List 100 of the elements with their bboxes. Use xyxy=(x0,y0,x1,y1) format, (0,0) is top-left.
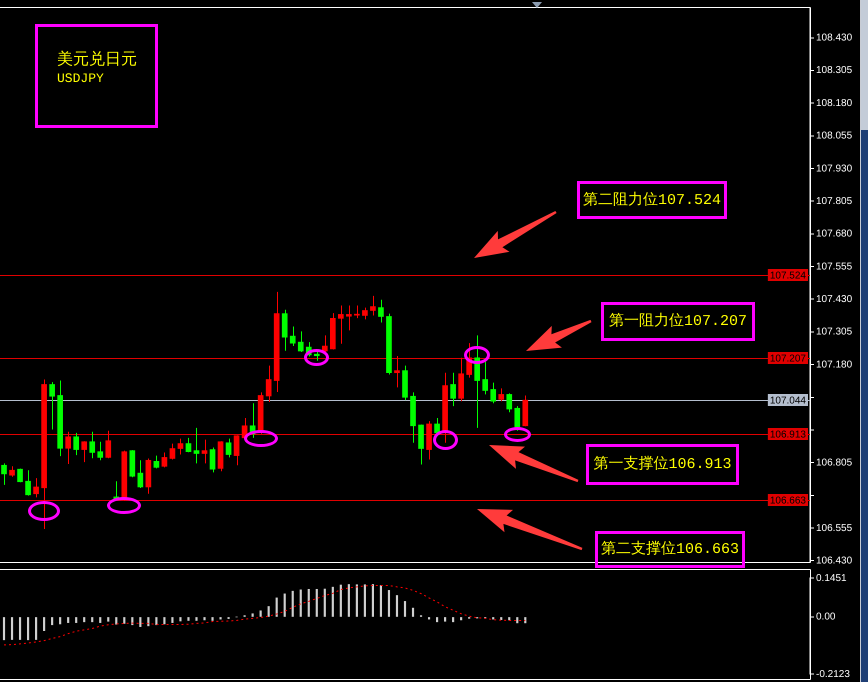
bar xyxy=(35,617,38,640)
candlestick xyxy=(498,388,504,402)
candlestick xyxy=(482,361,488,395)
candlestick xyxy=(322,334,328,353)
bar xyxy=(516,617,518,624)
bar xyxy=(396,595,398,617)
bar xyxy=(300,590,302,617)
bar xyxy=(171,617,174,623)
y-tick-label: 108.180 xyxy=(816,98,853,109)
bar xyxy=(139,617,142,627)
bar xyxy=(67,617,70,623)
candlestick xyxy=(25,470,31,496)
candlestick xyxy=(194,427,200,464)
bar xyxy=(18,617,22,640)
candlestick xyxy=(97,441,104,461)
bar xyxy=(123,617,126,624)
bar xyxy=(43,617,46,632)
bar xyxy=(436,617,438,622)
y-tick-label: 107.930 xyxy=(816,163,853,174)
y-tick-label: 108.430 xyxy=(816,32,853,44)
candlestick xyxy=(162,452,168,468)
bar xyxy=(252,613,254,617)
bar xyxy=(292,590,294,617)
ref-line-label: 107.524 xyxy=(770,270,806,282)
bar xyxy=(500,617,502,620)
ref-line-label: 107.207 xyxy=(770,353,806,364)
candlestick xyxy=(514,406,520,432)
bar xyxy=(380,585,382,617)
bar xyxy=(107,617,110,622)
bar xyxy=(179,617,182,622)
candlestick xyxy=(346,305,352,331)
bar xyxy=(348,584,350,617)
y-tick-label: 107.805 xyxy=(816,196,853,207)
bar xyxy=(59,617,62,624)
candlestick xyxy=(17,468,23,483)
candlestick xyxy=(202,439,208,464)
bar xyxy=(115,617,118,625)
y-tick-label: -0.2123 xyxy=(816,668,850,680)
bar xyxy=(524,617,526,624)
bar xyxy=(332,586,334,617)
bar xyxy=(2,617,6,640)
bar xyxy=(356,584,358,617)
y-tick-label: 106.805 xyxy=(816,457,853,468)
bar xyxy=(203,617,206,620)
annotation: 第二支撑位106.663 xyxy=(601,541,740,558)
candlestick xyxy=(290,326,296,347)
bar xyxy=(75,617,78,623)
bar xyxy=(195,617,198,621)
bar xyxy=(99,617,102,623)
bar xyxy=(308,588,310,617)
candlestick xyxy=(138,460,144,489)
bar xyxy=(372,584,374,617)
bar xyxy=(452,617,454,622)
text: 美元兑日元 xyxy=(57,49,137,68)
bar xyxy=(268,606,270,617)
bar xyxy=(324,588,326,617)
candlestick xyxy=(490,382,496,404)
candlestick xyxy=(298,330,304,353)
candlestick xyxy=(170,443,176,460)
y-tick-label: 0.00 xyxy=(816,612,836,623)
bar xyxy=(412,608,414,617)
candlestick xyxy=(378,299,384,324)
bar xyxy=(163,617,166,624)
y-tick-label: 108.305 xyxy=(816,65,853,76)
bar xyxy=(211,617,214,621)
candlestick xyxy=(65,431,71,464)
candlestick xyxy=(370,295,376,316)
candlestick xyxy=(1,462,7,486)
bar xyxy=(91,617,94,622)
candlestick xyxy=(210,446,216,473)
y-tick-label: 107.305 xyxy=(816,326,853,338)
y-tick-label: 108.055 xyxy=(816,130,853,142)
bar xyxy=(316,588,318,617)
bar xyxy=(51,617,54,626)
candlestick xyxy=(186,437,192,453)
y-tick-label: 106.430 xyxy=(816,555,853,566)
candlestick xyxy=(9,466,15,478)
annotation: 第一阻力位107.207 xyxy=(609,313,748,330)
candlestick xyxy=(49,382,55,430)
bar xyxy=(460,617,462,620)
candlestick xyxy=(362,307,368,320)
y-tick-label: 107.180 xyxy=(816,359,853,370)
bar xyxy=(10,617,14,640)
bar xyxy=(131,617,134,626)
candlestick xyxy=(226,438,232,458)
bar xyxy=(83,617,86,622)
annotation: 第一支撑位106.913 xyxy=(594,456,732,474)
bar xyxy=(388,590,390,617)
candlestick xyxy=(81,440,88,463)
candlestick xyxy=(394,355,400,388)
y-tick-label: 0.1451 xyxy=(816,572,848,584)
bar xyxy=(340,584,342,617)
line-series xyxy=(4,585,526,646)
ref-line-label: 106.913 xyxy=(770,429,806,440)
bar xyxy=(276,598,278,617)
candlestick xyxy=(105,430,112,459)
bar xyxy=(364,584,366,617)
bar xyxy=(284,594,286,617)
candlestick xyxy=(33,478,39,498)
candlestick xyxy=(89,431,96,459)
